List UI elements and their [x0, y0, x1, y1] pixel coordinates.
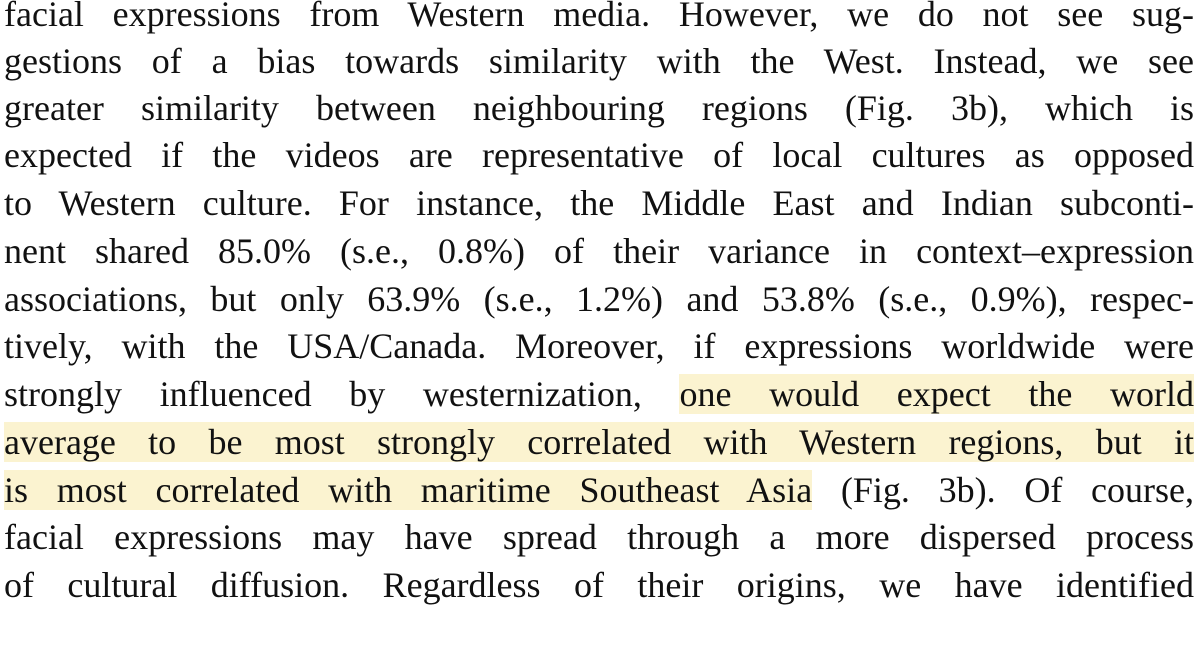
- text-line-4: expected if the videos are representativ…: [4, 132, 1194, 179]
- text-segment: gestions of a bias towards similarity wi…: [4, 41, 1194, 81]
- text-line-12: facial expressions may have spread throu…: [4, 514, 1194, 561]
- text-segment: associations, but only 63.9% (s.e., 1.2%…: [4, 279, 1194, 319]
- text-segment: expected if the videos are representativ…: [4, 135, 1194, 175]
- text-line-5: to Western culture. For instance, the Mi…: [4, 180, 1194, 227]
- text-line-10: average to be most strongly correlated w…: [4, 419, 1194, 466]
- text-line-1: facial expressions from Western media. H…: [4, 0, 1194, 38]
- text-segment: strongly influenced by westernization,: [4, 374, 680, 414]
- text-line-7: associations, but only 63.9% (s.e., 1.2%…: [4, 276, 1194, 323]
- highlighted-text[interactable]: one would expect the world: [679, 374, 1194, 414]
- text-segment: of cultural diffusion. Regardless of the…: [4, 565, 1194, 605]
- text-segment: facial expressions from Western media. H…: [4, 0, 1194, 34]
- text-line-3: greater similarity between neighbouring …: [4, 85, 1194, 132]
- text-segment: tively, with the USA/Canada. Moreover, i…: [4, 326, 1194, 366]
- highlighted-text[interactable]: average to be most strongly correlated w…: [4, 422, 1194, 462]
- text-line-9: strongly influenced by westernization, o…: [4, 371, 1194, 418]
- text-line-6: nent shared 85.0% (s.e., 0.8%) of their …: [4, 228, 1194, 275]
- text-line-11: is most correlated with maritime Southea…: [4, 467, 1194, 514]
- highlighted-text[interactable]: is most correlated with maritime Southea…: [4, 470, 813, 510]
- text-segment: nent shared 85.0% (s.e., 0.8%) of their …: [4, 231, 1194, 271]
- text-line-2: gestions of a bias towards similarity wi…: [4, 38, 1194, 85]
- text-segment: greater similarity between neighbouring …: [4, 88, 1194, 128]
- text-segment: (Fig. 3b). Of course,: [812, 470, 1194, 510]
- text-line-8: tively, with the USA/Canada. Moreover, i…: [4, 323, 1194, 370]
- text-segment: to Western culture. For instance, the Mi…: [4, 183, 1194, 223]
- text-segment: facial expressions may have spread throu…: [4, 517, 1194, 557]
- text-line-13: of cultural diffusion. Regardless of the…: [4, 562, 1194, 609]
